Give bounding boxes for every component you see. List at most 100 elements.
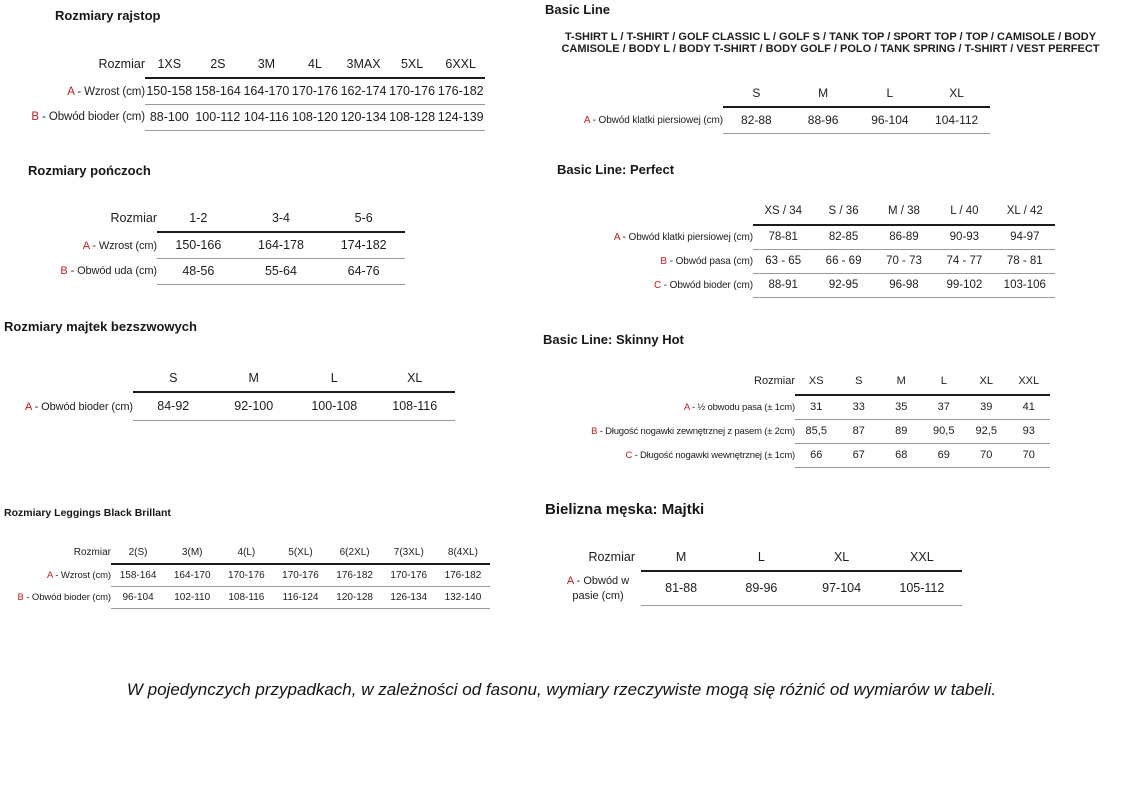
cell-value: 164-170 [242,78,291,105]
column-header: 8(4XL) [435,542,490,565]
measure-letter: B [31,111,39,123]
cell-value: 96-104 [111,586,166,609]
table-row: C - Długość nogawki wewnętrznej (± 1cm) 6… [543,443,1050,468]
measure-letter: B [660,255,667,267]
header-row: S M L XL [3,364,455,393]
section-title-bielizna-meska: Bielizna męska: Majtki [545,501,705,518]
cell-value: 102-110 [165,586,220,609]
section-title-perfect: Basic Line: Perfect [557,162,675,177]
cell-value: 88-91 [753,273,814,298]
table-row: A - Wzrost (cm) 158-164 164-170 170-176 170-… [3,564,490,587]
measure-letter: B [591,425,598,437]
section-title-basic-line: Basic Line [545,2,611,17]
section-ponczochy: Rozmiary pończoch Rozmiar 1-2 3-4 5-6 A - Wz… [28,163,405,285]
column-header: L [721,544,802,572]
measure-label: - Obwód bioder (cm) [31,400,133,413]
measure-letter: A [25,400,32,413]
row-label: A - Obwód klatki piersiowej (cm) [573,225,753,249]
cell-value: 176-182 [327,564,382,587]
column-header: M [880,367,923,396]
cell-value: 150-166 [157,232,240,259]
size-header-label: Rozmiar [98,56,145,71]
section-leggings: Rozmiary Leggings Black Brillant Rozmiar… [3,507,490,609]
cell-value: 78-81 [753,225,814,250]
cell-value: 74 - 77 [934,249,995,274]
column-header: 5(XL) [273,542,328,565]
cell-value: 85,5 [795,419,838,444]
measure-label: - Obwód bioder (cm) [661,279,753,291]
cell-value: 104-112 [923,107,990,134]
row-label: B - Obwód bioder (cm) [3,104,145,130]
cell-value: 82-88 [723,107,790,134]
cell-value: 69 [922,443,965,468]
cell-value: 66 [795,443,838,468]
table-row: A - Wzrost (cm) 150-166 164-178 174-182 [45,232,405,259]
basic-line-table: S M L XL A - Obwód klatki piersiowej (cm) 82-… [543,79,990,134]
cell-value: 158-164 [193,78,243,105]
cell-value: 92,5 [965,419,1008,444]
cell-value: 100-112 [193,104,243,131]
cell-value: 164-178 [239,232,323,259]
cell-value: 35 [880,395,923,420]
section-skinny-hot: Basic Line: Skinny Hot Rozmiar XS S M L XL XXL… [543,332,1050,468]
cell-value: 124-139 [436,104,485,131]
size-header-label: Rozmiar [588,550,635,564]
column-header: XL / 42 [994,198,1055,226]
cell-value: 170-176 [387,78,437,105]
perfect-table: XS / 34 S / 36 M / 38 L / 40 XL / 42 A - Obwó… [573,198,1055,298]
table-row: B - Długość nogawki zewnętrznej z pasem … [543,419,1050,444]
table-row: A - Wzrost (cm) 150-158 158-164 164-170 170-… [3,78,485,105]
cell-value: 70 - 73 [873,249,935,274]
measure-label: - Obwód pasa (cm) [666,255,753,267]
cell-value: 96-104 [856,107,924,134]
measure-label: - Obwód w pasie (cm) [572,575,630,602]
column-header: S [133,364,214,393]
size-header-label [3,364,133,392]
section-title-rajstop: Rozmiary rajstop [55,8,161,23]
column-header: S / 36 [813,198,874,226]
table-row: B - Obwód bioder (cm) 96-104 102-110 108-11… [3,586,490,609]
cell-value: 41 [1007,395,1050,420]
column-header: 6(2XL) [327,542,382,565]
header-row: Rozmiar XS S M L XL XXL [543,367,1050,396]
cell-value: 176-182 [435,564,490,587]
cell-value: 66 - 69 [813,249,874,274]
section-majtki-bezszwowe: Rozmiary majtek bezszwowych S M L XL A - Obw… [3,319,455,421]
column-header: 6XXL [436,50,485,79]
cell-value: 70 [965,443,1008,468]
cell-value: 88-100 [145,104,194,131]
footer-note: W pojedynczych przypadkach, w zależności… [126,680,997,699]
cell-value: 82-85 [813,225,874,250]
cell-value: 68 [880,443,923,468]
cell-value: 174-182 [322,232,405,259]
cell-value: 90,5 [922,419,965,444]
skinny-hot-table: Rozmiar XS S M L XL XXL A - ½ obwodu pasa (± 1c… [543,367,1050,468]
rajstop-table: Rozmiar 1XS 2S 3M 4L 3MAX 5XL 6XXL A - Wzrost (c… [3,50,485,131]
column-header: 5-6 [322,204,405,233]
column-header: 2S [193,50,243,79]
table-row: B - Obwód uda (cm) 48-56 55-64 64-76 [45,258,405,285]
size-header-label [543,79,723,107]
row-label: B - Obwód pasa (cm) [573,249,753,273]
cell-value: 78 - 81 [994,249,1055,274]
cell-value: 37 [922,395,965,420]
column-header: 3MAX [339,50,388,79]
table-row: A - Obwód bioder (cm) 84-92 92-100 100-108 1… [3,392,455,421]
section-basic-line: Basic Line T-SHIRT L / T-SHIRT / GOLF CL… [543,2,1118,134]
measure-label: - Wzrost (cm) [74,85,145,98]
cell-value: 103-106 [994,273,1055,298]
cell-value: 158-164 [111,564,166,587]
measure-label: - Obwód klatki piersiowej (cm) [619,232,753,243]
section-title-majtki-bezszwowe: Rozmiary majtek bezszwowych [4,319,197,334]
row-label: A - Wzrost (cm) [45,232,157,258]
measure-letter: A [583,115,590,126]
cell-value: 84-92 [133,392,214,421]
table-row: A - ½ obwodu pasa (± 1cm) 31 33 35 37 39 41 [543,395,1050,420]
cell-value: 108-116 [219,586,274,609]
row-label: C - Obwód bioder (cm) [573,273,753,297]
column-header: XXL [1007,367,1050,396]
cell-value: 162-174 [339,78,388,105]
measure-letter: C [653,279,662,291]
header-row: XS / 34 S / 36 M / 38 L / 40 XL / 42 [573,198,1055,226]
table-row: B - Obwód pasa (cm) 63 - 65 66 - 69 70 - 73… [573,249,1055,274]
